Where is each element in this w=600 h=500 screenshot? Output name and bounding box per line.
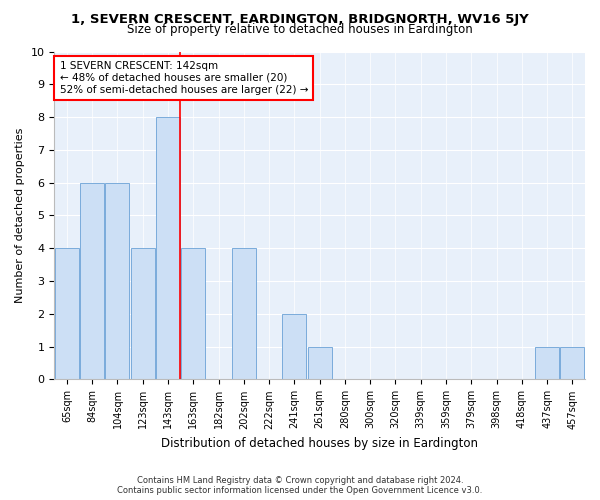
- Y-axis label: Number of detached properties: Number of detached properties: [15, 128, 25, 303]
- Text: 1, SEVERN CRESCENT, EARDINGTON, BRIDGNORTH, WV16 5JY: 1, SEVERN CRESCENT, EARDINGTON, BRIDGNOR…: [71, 12, 529, 26]
- Text: 1 SEVERN CRESCENT: 142sqm
← 48% of detached houses are smaller (20)
52% of semi-: 1 SEVERN CRESCENT: 142sqm ← 48% of detac…: [59, 62, 308, 94]
- Bar: [80, 182, 104, 380]
- Bar: [156, 117, 180, 380]
- Bar: [232, 248, 256, 380]
- Bar: [181, 248, 205, 380]
- Bar: [560, 346, 584, 380]
- Bar: [535, 346, 559, 380]
- X-axis label: Distribution of detached houses by size in Eardington: Distribution of detached houses by size …: [161, 437, 478, 450]
- Bar: [106, 182, 130, 380]
- Bar: [308, 346, 332, 380]
- Bar: [283, 314, 307, 380]
- Bar: [131, 248, 155, 380]
- Bar: [55, 248, 79, 380]
- Text: Contains HM Land Registry data © Crown copyright and database right 2024.
Contai: Contains HM Land Registry data © Crown c…: [118, 476, 482, 495]
- Text: Size of property relative to detached houses in Eardington: Size of property relative to detached ho…: [127, 22, 473, 36]
